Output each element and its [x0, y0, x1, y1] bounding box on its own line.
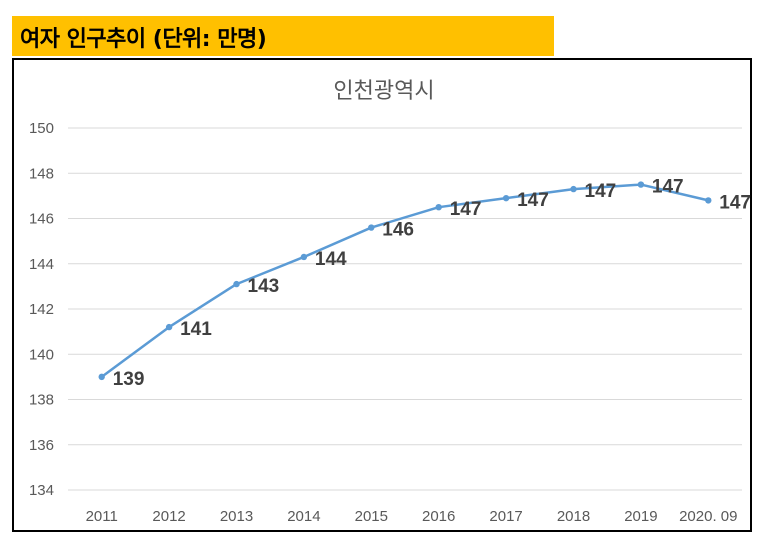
data-point — [233, 280, 240, 288]
y-tick-label: 134 — [29, 482, 54, 499]
series-line — [100, 183, 709, 378]
data-label: 147 — [585, 181, 617, 202]
y-tick-label: 140 — [29, 346, 54, 363]
data-point — [570, 185, 577, 193]
x-tick-label: 2018 — [557, 508, 590, 525]
x-tick-label: 2019 — [624, 508, 657, 525]
x-tick-label: 2020. 09 — [679, 508, 737, 525]
header-band: 여자 인구추이 (단위: 만명) — [12, 16, 554, 56]
gridlines — [68, 127, 742, 491]
chart-title: 인천광역시 — [333, 79, 434, 104]
x-tick-label: 2011 — [86, 508, 118, 525]
data-point — [435, 203, 442, 211]
data-label: 146 — [382, 220, 414, 241]
data-point — [165, 323, 173, 331]
data-label: 141 — [180, 319, 212, 340]
x-tick-label: 2016 — [422, 508, 455, 525]
data-point — [637, 181, 645, 188]
y-tick-label: 146 — [29, 211, 54, 228]
data-point — [98, 373, 105, 381]
data-label: 144 — [315, 249, 347, 270]
chart-frame — [12, 58, 752, 532]
y-tick-label: 138 — [29, 392, 54, 409]
x-tick-label: 2017 — [489, 508, 522, 525]
data-label: 147 — [450, 199, 482, 220]
series-group — [98, 181, 712, 381]
data-point — [368, 224, 375, 231]
page-title: 여자 인구추이 (단위: 만명) — [20, 27, 267, 52]
data-point — [502, 194, 510, 202]
y-axis-ticks: 134 136 138 140 142 144 146 148 150 — [29, 120, 54, 499]
x-tick-label: 2013 — [220, 508, 253, 525]
x-tick-label: 2012 — [152, 508, 185, 525]
data-label: 143 — [248, 276, 280, 297]
data-point — [705, 197, 712, 204]
data-label: 147 — [517, 190, 549, 211]
x-axis-ticks: 2011 2012 2013 2014 2015 2016 2017 2018 2019 2020… — [86, 508, 738, 525]
data-label: 147 — [719, 192, 751, 213]
data-label: 147 — [652, 177, 684, 198]
y-tick-label: 136 — [29, 437, 54, 454]
data-point — [300, 253, 308, 261]
x-tick-label: 2015 — [355, 508, 388, 525]
data-label: 139 — [113, 369, 145, 390]
data-labels: 139 141 143 144 146 147 147 147 147 147 — [113, 177, 751, 390]
y-tick-label: 150 — [29, 120, 54, 137]
y-tick-label: 148 — [29, 165, 54, 182]
y-tick-label: 144 — [29, 256, 54, 273]
y-tick-label: 142 — [29, 301, 54, 318]
x-tick-label: 2014 — [287, 508, 320, 525]
